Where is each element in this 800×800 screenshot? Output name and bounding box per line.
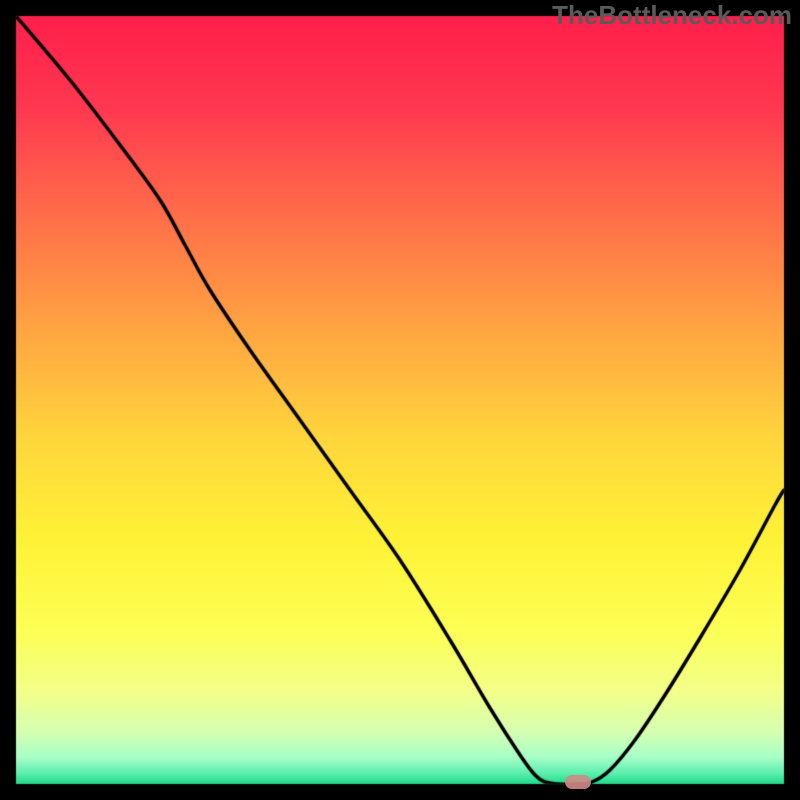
chart-container: TheBottleneck.com — [0, 0, 800, 800]
minimum-marker — [565, 775, 591, 789]
watermark-text: TheBottleneck.com — [552, 0, 792, 31]
bottleneck-curve — [0, 0, 800, 800]
